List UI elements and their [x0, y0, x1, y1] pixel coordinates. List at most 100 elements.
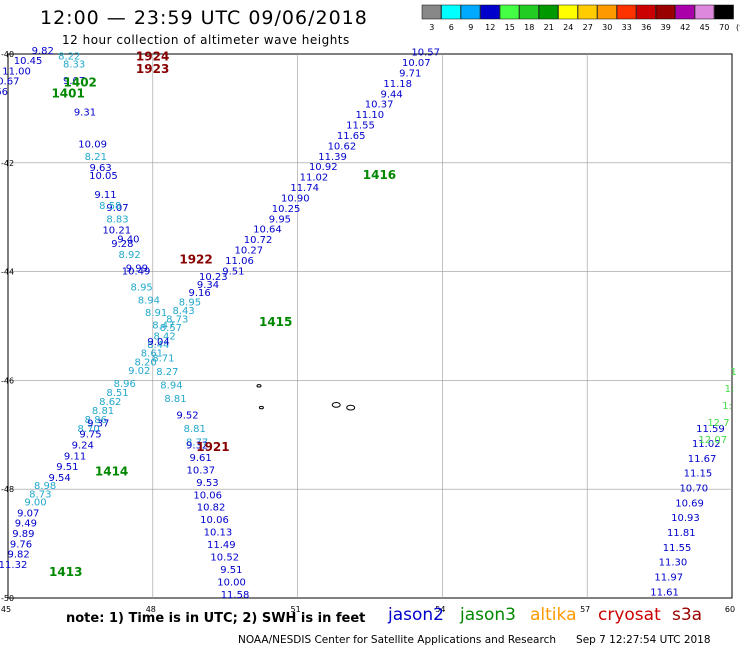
legend-swatch-18	[519, 4, 539, 20]
pass-number-1414: 1414	[95, 465, 128, 479]
legend-swatch-39	[655, 4, 676, 20]
legend-swatch-9	[460, 4, 481, 20]
island-3	[346, 404, 356, 411]
island-1	[256, 384, 262, 388]
wave-height-value: 9.53	[196, 478, 218, 489]
wave-height-value: 11.10	[355, 110, 384, 121]
wave-height-value: 9.34	[197, 280, 219, 291]
wave-height-value: 9.61	[189, 453, 211, 464]
legend-label-21: 21	[544, 23, 554, 32]
wave-height-value: 10.82	[197, 503, 226, 514]
lat-tick--40: -40	[1, 50, 14, 59]
legend-swatch-15	[499, 4, 520, 20]
wave-height-value: 9.54	[48, 473, 70, 484]
legend-label-15: 15	[505, 23, 515, 32]
lat-tick--50: -50	[1, 594, 14, 603]
legend-label-27: 27	[583, 23, 593, 32]
legend-swatch-42	[675, 4, 695, 20]
legend-label-70: 70	[719, 23, 729, 32]
wave-height-value: 9.00	[24, 498, 46, 509]
wave-height-value: 8.27	[156, 367, 178, 378]
pass-number-1924: 1924	[136, 50, 169, 64]
pass-number-1923: 1923	[136, 62, 169, 76]
lon-tick-51: 51	[291, 605, 301, 614]
wave-height-value: 9.82	[7, 550, 29, 561]
pass-number-1922: 1922	[179, 252, 212, 266]
wave-height-value: 10.64	[253, 225, 282, 236]
wave-height-value: 9.40	[117, 235, 139, 246]
legend-swatch-33	[616, 4, 637, 20]
wave-height-value: 8.21	[85, 152, 107, 163]
wave-height-value: 8.98	[34, 481, 56, 492]
pass-number-1921: 1921	[196, 440, 229, 454]
pass-number-1415: 1415	[259, 315, 292, 329]
wave-height-value: 11.81	[667, 528, 696, 539]
lat-tick--48: -48	[1, 485, 14, 494]
wave-height-value: 9.07	[63, 76, 85, 87]
lon-tick-45: 45	[1, 605, 11, 614]
wave-height-value: 9.95	[269, 214, 291, 225]
wave-height-value: 9.04	[147, 337, 169, 348]
legend-label-30: 30	[602, 23, 612, 32]
wave-height-value: 11.06	[225, 256, 254, 267]
legend-label-24: 24	[563, 23, 573, 32]
wave-height-value: 11.58	[221, 590, 250, 601]
legend-label-36: 36	[641, 23, 651, 32]
wave-height-value: 8.33	[63, 60, 85, 71]
wave-height-value: 10.23	[199, 272, 228, 283]
pass-number-1401: 1401	[51, 87, 84, 101]
wave-height-value: 11.18	[383, 79, 412, 90]
wave-height-value: 8.71	[152, 353, 174, 364]
wave-height-value: 10.72	[244, 235, 273, 246]
wave-height-value: 9.71	[399, 68, 421, 79]
wave-height-value: 11.65	[337, 131, 366, 142]
wave-height-value: 10.57	[411, 48, 440, 59]
wave-height-value: 8.95	[179, 297, 201, 308]
wave-height-value: 11.32	[0, 560, 27, 571]
wave-height-value: 8.61	[141, 349, 163, 360]
wave-height-value: 8.47	[152, 321, 174, 332]
wave-height-value: 8.81	[184, 424, 206, 435]
satellite-cryosat: cryosat	[598, 605, 661, 625]
wave-height-value: 9.44	[380, 89, 402, 100]
page-subtitle: 12 hour collection of altimeter wave hei…	[62, 33, 350, 47]
pass-number-1416: 1416	[363, 168, 396, 182]
legend-swatch-45	[694, 4, 715, 20]
wave-height-value: 9.37	[87, 419, 109, 430]
wave-height-value: 9.82	[32, 46, 54, 57]
legend-swatch-21	[538, 4, 559, 20]
wave-height-value: 11.30	[659, 558, 688, 569]
wave-height-value: 9.75	[79, 430, 101, 441]
legend-swatch-27	[577, 4, 598, 20]
credit-line: NOAA/NESDIS Center for Satellite Applica…	[238, 635, 711, 646]
wave-height-value: 8.94	[160, 381, 182, 392]
legend-swatch-36	[636, 4, 656, 20]
wave-height-value: 8.57	[160, 323, 182, 334]
wave-height-value: 10.70	[679, 483, 708, 494]
wave-height-value: 9.51	[56, 462, 78, 473]
wave-height-value: 10.49	[122, 266, 151, 277]
pass-number-1413: 1413	[49, 565, 82, 579]
wave-height-value: 10.06	[200, 515, 229, 526]
credit-timestamp: Sep 7 12:27:54 UTC 2018	[576, 634, 711, 646]
legend-unit: (ft)	[736, 23, 740, 32]
pass-number-1402: 1402	[64, 76, 97, 90]
wave-height-value: 8.22	[58, 51, 80, 62]
wave-height-value: 11.49	[207, 540, 236, 551]
wave-height-value: 11.97	[654, 572, 683, 583]
wave-height-value: 10.62	[328, 141, 357, 152]
wave-height-value: 10.93	[671, 513, 700, 524]
wave-height-value: 10.25	[272, 204, 301, 215]
lon-tick-48: 48	[146, 605, 156, 614]
wave-height-value: 10.13	[204, 528, 233, 539]
wave-height-value: 9.32	[186, 440, 208, 451]
wave-height-value: 10.37	[365, 100, 394, 111]
wave-height-value: 9.07	[106, 203, 128, 214]
wave-height-value: 1:	[725, 384, 735, 395]
wave-height-value: 8.81	[92, 406, 114, 417]
wave-height-value: 11.55	[346, 121, 375, 132]
wave-height-value: 9.31	[74, 108, 96, 119]
lat-tick--46: -46	[1, 376, 14, 385]
